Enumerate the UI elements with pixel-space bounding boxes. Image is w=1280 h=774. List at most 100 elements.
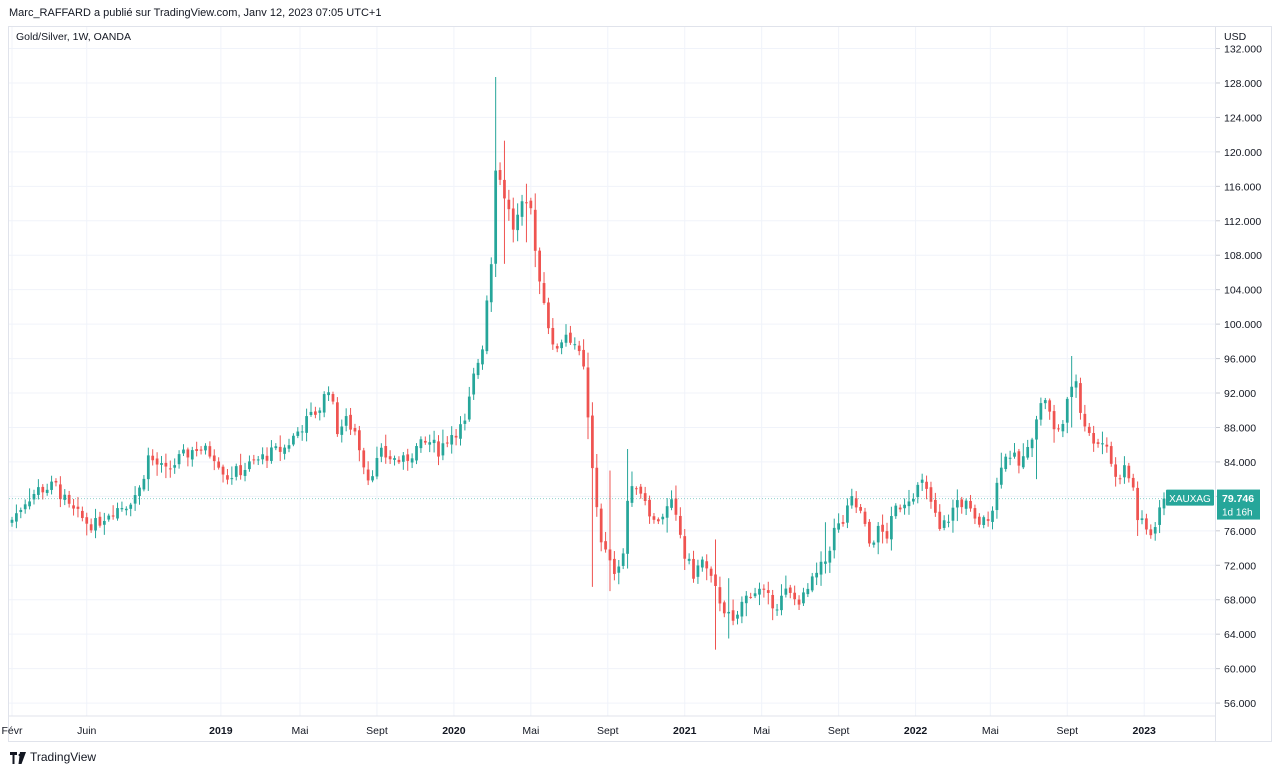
candle-body [885,531,889,539]
candle-body [1030,439,1034,449]
candle-body [793,592,797,600]
candle-body [744,595,748,604]
x-tick-label: 2023 [1133,725,1157,737]
candle-body [1123,465,1126,478]
candle-body [960,499,964,508]
candle-body [248,461,251,470]
candle-body [1013,452,1016,457]
candle-body [195,449,199,451]
candle-body [344,416,348,426]
candle-body [824,561,827,564]
candle-body [322,394,326,413]
y-tick-label: 84.000 [1224,457,1256,469]
candle-body [138,487,141,497]
candle-body [955,500,959,508]
y-tick-label: 56.000 [1224,698,1256,710]
y-tick-label: 72.000 [1224,560,1256,572]
candle-body [415,446,418,461]
candle-body [806,588,810,595]
candle-body [969,500,972,509]
candle-body [261,454,264,460]
candle-body [375,457,379,477]
candle-body [124,508,128,511]
candle-body [94,518,97,531]
candle-body [1131,477,1135,488]
candle-body [305,416,308,433]
candle-body [89,524,93,531]
candle-body [1109,446,1113,464]
candle-body [854,498,858,508]
candle-body [401,455,405,462]
published-by-line: Marc_RAFFARD a publié sur TradingView.co… [9,7,382,19]
candle-body [586,367,590,418]
candle-body [577,345,581,352]
candle-body [1052,411,1056,430]
candle-body [283,447,286,454]
candle-body [270,447,273,461]
candle-body [177,454,181,465]
candle-body [898,507,902,510]
candle-body [296,431,300,436]
candle-body [736,614,739,619]
candle-body [107,515,111,520]
candle-body [309,411,313,415]
candle-body [542,283,546,303]
candle-body [349,414,352,430]
price-scale[interactable] [1216,26,1272,742]
candle-body [327,392,330,396]
candle-body [208,446,212,457]
candle-body [146,455,150,480]
candle-body [243,469,247,476]
candle-body [173,465,177,468]
footer: TradingView [10,750,96,764]
x-tick-label: Juin [77,725,96,737]
currency-label: USD [1224,31,1247,43]
candle-body [1043,400,1047,404]
candle-body [749,596,753,598]
candle-body [428,442,432,445]
candle-body [10,519,14,523]
tradingview-brand: TradingView [30,750,97,764]
candle-body [665,506,669,518]
candle-body [1035,419,1038,440]
candle-body [709,568,713,576]
candle-body [1083,413,1087,427]
candle-body [964,500,968,509]
candle-body [1004,456,1008,470]
candle-body [564,334,568,343]
candle-body [714,574,717,586]
x-tick-label: Févr [2,725,24,737]
chart-pane[interactable] [8,26,1216,742]
candle-body [846,505,849,523]
candle-body [692,558,695,579]
candle-body [111,515,115,517]
candle-body [37,487,40,495]
last-price-badge [1217,489,1260,520]
candle-body [977,516,981,525]
candle-body [1153,527,1157,534]
candle-body [397,459,401,463]
candle-body [995,482,999,511]
candle-body [252,459,256,461]
candle-body [547,302,550,329]
candle-body [780,595,783,611]
candle-body [947,521,950,523]
y-tick-label: 88.000 [1224,422,1256,434]
candle-body [872,542,876,545]
candle-body [366,469,370,481]
candle-body [890,516,893,540]
candle-body [705,561,709,569]
x-tick-label: 2019 [209,725,233,737]
candle-body [1162,498,1166,509]
candle-body [28,501,31,507]
candle-body [595,467,599,508]
candle-body [832,527,836,551]
candle-body [371,476,374,481]
candle-body [643,493,647,502]
candle-body [155,458,159,465]
candle-body [784,588,788,595]
candle-body [916,484,920,498]
candle-body [929,487,933,502]
candle-body [837,523,840,530]
